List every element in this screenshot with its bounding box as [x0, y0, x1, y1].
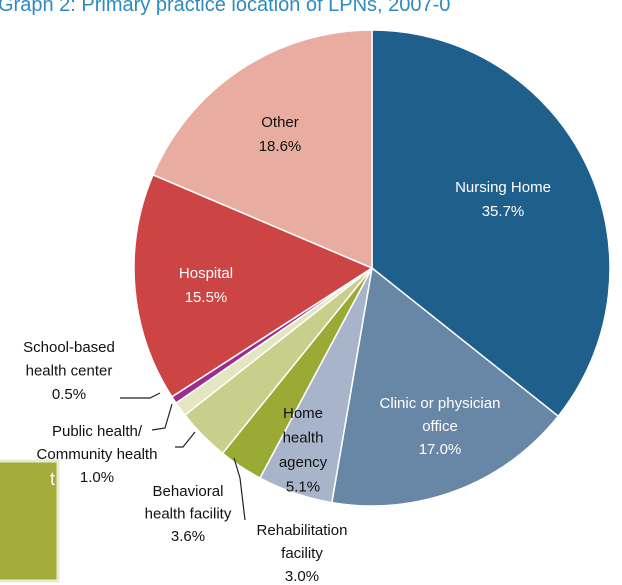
slice-value-label: 0.5% [52, 386, 86, 403]
leader-lines [120, 392, 246, 521]
leader-line [151, 403, 173, 431]
slice-label: Other [261, 114, 299, 131]
leader-line [233, 457, 246, 521]
slice-label: Nursing Home [455, 179, 551, 196]
slice-value-label: 3.6% [171, 528, 205, 545]
slice-label: School-based health center [23, 339, 115, 380]
pie-slice [330, 266, 560, 507]
leader-line [175, 431, 196, 448]
pie-slice [152, 29, 373, 270]
slice-label: Clinic or physician office [380, 395, 501, 435]
slice-label: Behavioral health facility [145, 483, 232, 523]
slice-label: Public health/Community health [37, 423, 158, 463]
slice-value-label: 5.1% [286, 479, 320, 496]
slice-value-label: 35.7% [482, 203, 525, 220]
pie-slice [371, 29, 611, 418]
slice-value-label: 3.0% [285, 568, 319, 585]
pie [133, 29, 611, 507]
slice-label: Home health agency [279, 405, 328, 471]
labels: Nursing Home 35.7% Clinic or physician offi… [23, 114, 551, 585]
slice-value-label: 1.0% [80, 469, 114, 486]
sidebar-box [0, 459, 60, 583]
slice-label: Hospital [179, 265, 233, 282]
pie-slice [133, 173, 374, 398]
slice-value-label: 15.5% [185, 289, 228, 306]
sidebar-text: t [50, 469, 55, 489]
chart-title: Graph 2: Primary practice location of LP… [0, 0, 450, 16]
slice-label: Rehabilitation facility [257, 522, 348, 562]
slice-value-label: 18.6% [259, 138, 302, 155]
slice-value-label: 17.0% [419, 441, 462, 458]
leader-line [120, 392, 161, 399]
